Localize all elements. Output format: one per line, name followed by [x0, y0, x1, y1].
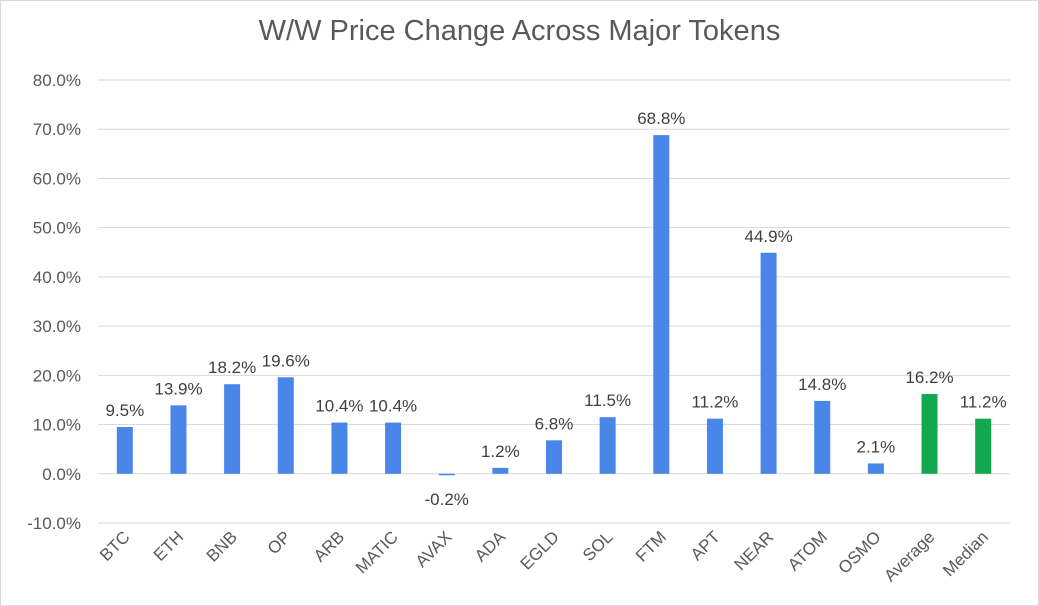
data-labels: 9.5% 13.9% 18.2% 19.6% 10.4% 10.4% -0.2% 1.2% 6.… — [105, 109, 1006, 509]
x-tick-label: Median — [939, 527, 992, 580]
x-axis-tick-labels: BTC ETH BNB OP ARB MATIC AVAX ADA EGLD SOL FTM APT N… — [96, 527, 992, 585]
bar-ada — [492, 467, 509, 474]
data-label-osmo: 2.1% — [857, 437, 896, 456]
bar-atom — [814, 400, 831, 474]
data-label-avax: -0.2% — [424, 490, 468, 509]
bar-bnb — [224, 384, 241, 474]
y-tick-label: 60.0% — [33, 169, 81, 188]
data-label-sol: 11.5% — [584, 391, 631, 410]
y-tick-label: 70.0% — [33, 120, 81, 139]
x-tick-label: MATIC — [352, 527, 402, 577]
gridlines — [98, 79, 1010, 524]
chart-title: W/W Price Change Across Major Tokens — [258, 15, 781, 47]
bar-apt — [706, 418, 723, 474]
data-label-op: 19.6% — [262, 351, 310, 370]
x-tick-label: APT — [687, 527, 724, 564]
bar-near — [760, 252, 777, 474]
x-tick-label: ADA — [471, 527, 510, 566]
bar-op — [277, 377, 294, 474]
data-label-apt: 11.2% — [691, 393, 738, 412]
data-label-median: 11.2% — [960, 393, 1007, 412]
bar-sol — [599, 417, 616, 474]
y-tick-label: 30.0% — [33, 317, 81, 336]
x-tick-label: EGLD — [517, 527, 563, 573]
x-tick-label: ETH — [150, 527, 187, 564]
bar-matic — [385, 422, 402, 474]
y-tick-label: 10.0% — [33, 416, 81, 435]
bar-ftm — [653, 135, 670, 474]
x-tick-label: NEAR — [731, 527, 778, 574]
data-label-egld: 6.8% — [535, 414, 574, 433]
data-label-ftm: 68.8% — [637, 109, 685, 128]
data-label-bnb: 18.2% — [208, 358, 256, 377]
bar-btc — [116, 427, 133, 474]
y-tick-label: 50.0% — [33, 219, 81, 238]
data-label-near: 44.9% — [744, 227, 792, 246]
y-tick-label: 40.0% — [33, 268, 81, 287]
bar-osmo — [867, 463, 884, 474]
x-tick-label: AVAX — [412, 527, 456, 571]
data-label-arb: 10.4% — [315, 397, 363, 416]
bar-avax — [438, 473, 455, 476]
bar-median — [975, 418, 992, 474]
data-label-eth: 13.9% — [154, 379, 202, 398]
bars — [116, 135, 992, 476]
x-tick-label: OSMO — [835, 527, 885, 577]
x-tick-label: SOL — [579, 527, 616, 564]
y-tick-label: 20.0% — [33, 366, 81, 385]
data-label-ada: 1.2% — [481, 442, 520, 461]
data-label-btc: 9.5% — [105, 401, 144, 420]
x-tick-label: ARB — [310, 527, 348, 565]
x-tick-label: FTM — [632, 527, 670, 565]
data-label-atom: 14.8% — [798, 375, 846, 394]
x-tick-label: ATOM — [784, 527, 831, 574]
bar-eth — [170, 405, 187, 474]
data-label-matic: 10.4% — [369, 397, 417, 416]
x-tick-label: BNB — [203, 527, 241, 565]
bar-average — [921, 394, 938, 474]
y-tick-label: 80.0% — [33, 71, 81, 90]
data-label-average: 16.2% — [905, 368, 953, 387]
y-tick-label: -10.0% — [27, 514, 81, 533]
x-tick-label: Average — [880, 527, 938, 585]
y-axis-tick-labels: -10.0% 0.0% 10.0% 20.0% 30.0% 40.0% 50.0% 60.0%… — [27, 71, 81, 533]
bar-egld — [546, 440, 562, 474]
x-tick-label: OP — [264, 527, 295, 558]
x-tick-label: BTC — [96, 527, 133, 564]
y-tick-label: 0.0% — [42, 465, 81, 484]
bar-arb — [331, 422, 348, 474]
